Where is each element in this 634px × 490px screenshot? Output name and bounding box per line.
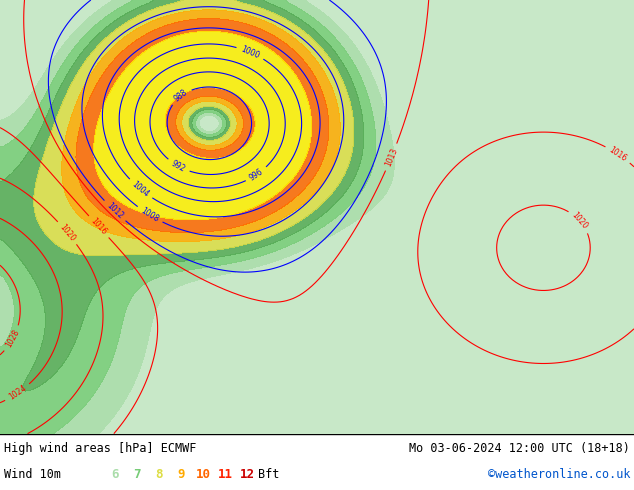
Text: 12: 12 <box>240 467 254 481</box>
Text: 11: 11 <box>217 467 233 481</box>
Text: 996: 996 <box>248 167 265 182</box>
Text: ©weatheronline.co.uk: ©weatheronline.co.uk <box>488 467 630 481</box>
Text: Mo 03-06-2024 12:00 UTC (18+18): Mo 03-06-2024 12:00 UTC (18+18) <box>409 442 630 455</box>
Text: 8: 8 <box>155 467 163 481</box>
Text: Bft: Bft <box>258 467 280 481</box>
Text: 1016: 1016 <box>607 145 628 163</box>
Text: 9: 9 <box>178 467 184 481</box>
Text: 6: 6 <box>111 467 119 481</box>
Text: 1012: 1012 <box>105 201 125 221</box>
Text: 1004: 1004 <box>130 179 151 199</box>
Text: 7: 7 <box>133 467 141 481</box>
Text: 1016: 1016 <box>89 217 108 237</box>
Text: High wind areas [hPa] ECMWF: High wind areas [hPa] ECMWF <box>4 442 197 455</box>
Text: 1020: 1020 <box>570 211 590 231</box>
Text: 10: 10 <box>195 467 210 481</box>
Text: 1008: 1008 <box>139 206 160 224</box>
Text: 1020: 1020 <box>58 222 77 243</box>
Text: 1013: 1013 <box>384 147 399 168</box>
Text: 1000: 1000 <box>240 45 261 60</box>
Text: 992: 992 <box>170 159 187 173</box>
Text: 988: 988 <box>172 88 190 104</box>
Text: Wind 10m: Wind 10m <box>4 467 61 481</box>
Text: 1024: 1024 <box>7 384 29 402</box>
Text: 1028: 1028 <box>4 328 22 349</box>
